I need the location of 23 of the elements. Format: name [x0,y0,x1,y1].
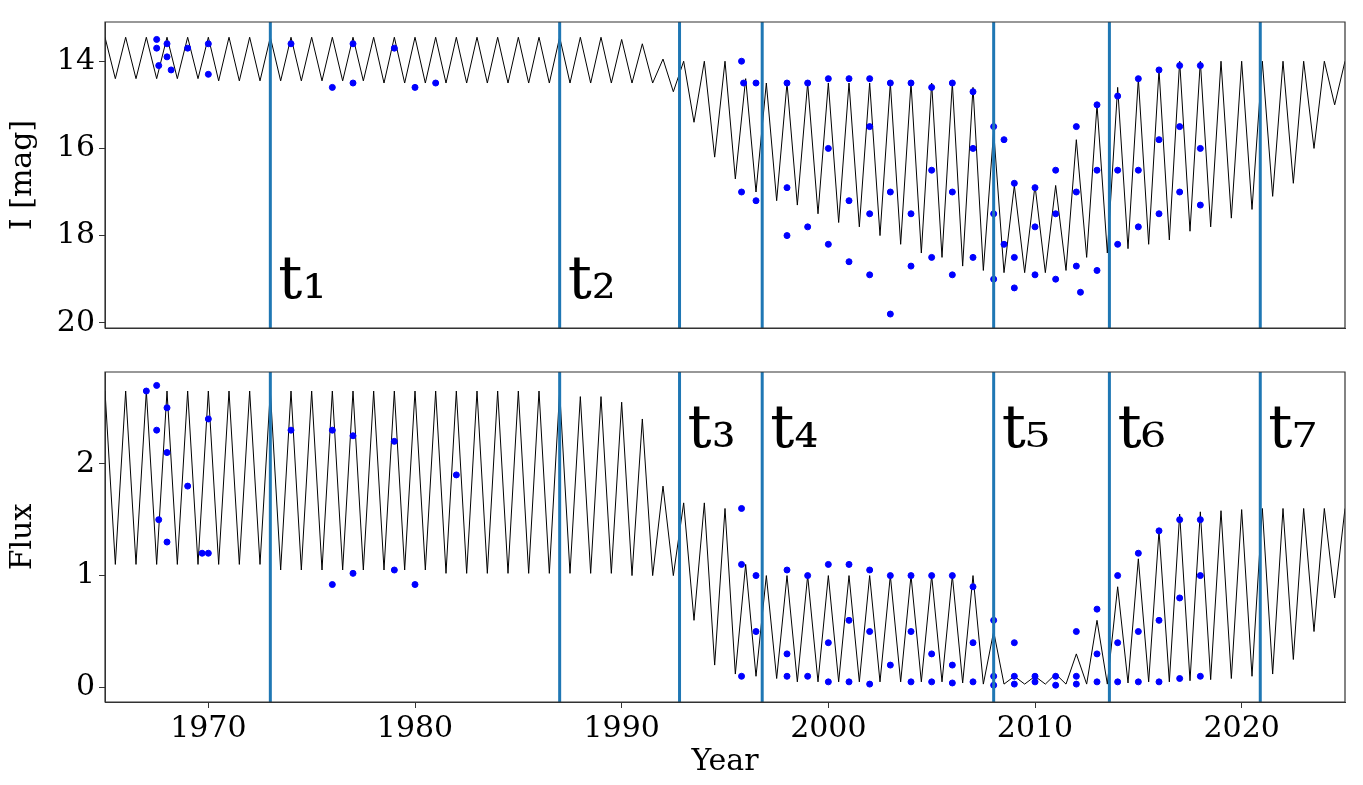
y-tick-label: 1 [75,555,95,591]
y-axis-title: I [mag] [2,119,38,231]
ref-line-label: t₇ [1268,391,1317,461]
x-tick-label: 1980 [376,708,454,744]
x-tick-label: 2020 [1203,708,1280,744]
ref-line-label: t₃ [687,391,736,461]
y-tick-label: 16 [56,128,95,164]
y-tick-label: 0 [75,667,95,703]
x-tick-label: 2000 [790,708,867,744]
y-axis-title: Flux [2,503,38,571]
y-tick-label: 14 [56,41,95,77]
x-tick-label: 1990 [583,708,660,744]
ref-line-label: t₂ [567,242,616,312]
x-tick-label: 2010 [996,708,1074,744]
ref-line-label: t₁ [278,242,327,312]
x-axis-title: Year [690,741,760,777]
y-tick-label: 20 [56,302,95,338]
x-tick-label: 1970 [170,708,247,744]
y-tick-label: 18 [56,215,95,251]
y-tick-label: 2 [75,443,95,479]
ref-line-label: t₅ [1001,391,1050,461]
ref-line-label: t₄ [770,391,819,461]
ref-line-label: t₆ [1117,391,1166,461]
